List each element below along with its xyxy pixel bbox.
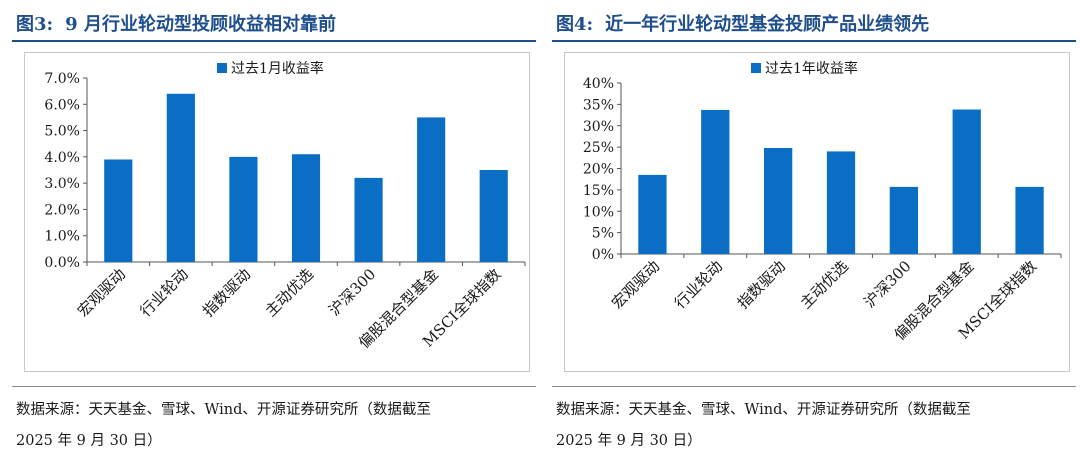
x-tick-label: 主动优选 <box>797 257 852 312</box>
legend-label: 过去1年收益率 <box>765 60 858 77</box>
x-tick-label: 宏观驱动 <box>74 265 129 320</box>
figure-number: 图4: <box>556 14 594 35</box>
bar <box>764 147 793 254</box>
y-tick-label: 40% <box>583 76 614 92</box>
figure-number: 图3: <box>16 14 54 35</box>
x-tick-label: 指数驱动 <box>199 265 254 320</box>
bar-chart: 0% 5% 10% 15% 20% 25% 30% 35% 40% 宏观驱动 行业轮动 指数驱动 主动优… <box>583 60 1062 344</box>
x-tick-label: 指数驱动 <box>734 257 789 312</box>
bar <box>952 109 981 254</box>
bar <box>1015 186 1044 254</box>
bar <box>479 170 508 262</box>
legend-label: 过去1月收益率 <box>231 60 324 77</box>
chart-frame: 0% 5% 10% 15% 20% 25% 30% 35% 40% 宏观驱动 行业轮动 指数驱动 主动优… <box>564 52 1070 372</box>
bar <box>417 117 446 262</box>
y-tick-label: 1.0% <box>44 229 80 245</box>
figure-title: 图4: 近一年行业轮动型基金投顾产品业绩领先 <box>556 10 929 36</box>
x-tick-label: 行业轮动 <box>671 257 726 312</box>
y-tick-label: 0.0% <box>44 255 80 271</box>
bar <box>166 93 195 262</box>
chart-frame: 0.0% 1.0% 2.0% 3.0% 4.0% 5.0% 6.0% 7.0% 宏观驱动 行业轮动… <box>24 52 530 372</box>
y-tick-label: 10% <box>583 204 614 220</box>
x-tick-label: 行业轮动 <box>137 265 192 320</box>
figure-title: 图3: 9 月行业轮动型投顾收益相对靠前 <box>16 10 336 36</box>
source-line-2: 2025 年 9 月 30 日） <box>16 433 162 449</box>
y-tick-label: 2.0% <box>44 202 80 218</box>
figure-3: 图3: 9 月行业轮动型投顾收益相对靠前 0.0% 1.0% 2.0% 3.0% 4.0%… <box>12 0 536 458</box>
y-tick-label: 6.0% <box>44 97 80 113</box>
source-rule <box>552 386 1076 387</box>
source-rule <box>12 386 536 387</box>
legend-swatch <box>751 63 761 73</box>
title-rule <box>552 40 1076 42</box>
title-rule <box>12 40 536 42</box>
y-tick-label: 5% <box>592 226 614 242</box>
bar <box>354 177 383 262</box>
y-tick-label: 3.0% <box>44 176 80 192</box>
bar <box>104 159 133 262</box>
bar <box>889 186 918 254</box>
source-note: 数据来源：天天基金、雪球、Wind、开源证券研究所（数据截至 2025 年 9 … <box>16 395 526 457</box>
y-tick-label: 5.0% <box>44 124 80 140</box>
x-tick-label: 沪深300 <box>325 265 379 319</box>
y-tick-label: 7.0% <box>44 71 80 87</box>
source-note: 数据来源：天天基金、雪球、Wind、开源证券研究所（数据截至 2025 年 9 … <box>556 395 1066 457</box>
source-line-1: 数据来源：天天基金、雪球、Wind、开源证券研究所（数据截至 <box>16 402 431 418</box>
figure-title-text: 9 月行业轮动型投顾收益相对靠前 <box>65 14 336 35</box>
figure-4: 图4: 近一年行业轮动型基金投顾产品业绩领先 0% 5% 10% 15% 20% 25% 30… <box>552 0 1076 458</box>
y-tick-label: 35% <box>583 97 614 113</box>
source-line-1: 数据来源：天天基金、雪球、Wind、开源证券研究所（数据截至 <box>556 402 971 418</box>
bar <box>291 154 321 262</box>
y-tick-label: 20% <box>583 162 614 178</box>
y-tick-label: 4.0% <box>44 150 80 166</box>
bar-chart: 0.0% 1.0% 2.0% 3.0% 4.0% 5.0% 6.0% 7.0% 宏观驱动 行业轮动… <box>44 60 526 352</box>
y-tick-label: 25% <box>583 140 614 156</box>
figure-title-text: 近一年行业轮动型基金投顾产品业绩领先 <box>605 14 930 35</box>
y-tick-label: 0% <box>592 247 614 263</box>
legend-swatch <box>217 63 227 73</box>
bar <box>826 151 856 254</box>
bar <box>701 109 730 254</box>
y-tick-label: 30% <box>583 119 614 135</box>
x-tick-label: 沪深300 <box>860 257 914 311</box>
x-tick-label: 主动优选 <box>262 265 317 320</box>
bar <box>638 174 667 254</box>
source-line-2: 2025 年 9 月 30 日） <box>556 433 702 449</box>
x-tick-label: 宏观驱动 <box>608 257 663 312</box>
bar <box>229 156 258 262</box>
y-tick-label: 15% <box>583 183 614 199</box>
